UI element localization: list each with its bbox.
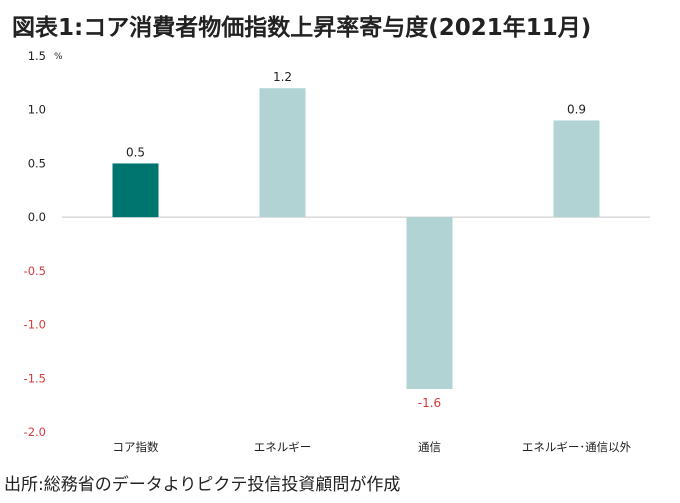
y-tick-label: 1.5 (28, 49, 46, 63)
data-label: 0.5 (126, 145, 145, 159)
data-label: -1.6 (418, 396, 441, 410)
x-category-label: エネルギー･通信以外 (522, 440, 632, 454)
bar-4 (553, 120, 600, 218)
y-tick-label: -0.5 (24, 264, 46, 278)
y-tick-label: 1.0 (28, 103, 46, 117)
bar-3 (406, 217, 453, 390)
y-tick-label: 0.0 (28, 210, 46, 224)
y-tick-label: -2.0 (24, 425, 46, 439)
data-label: 0.9 (567, 102, 586, 116)
y-tick-label: -1.5 (24, 371, 46, 385)
y-tick-label: -1.0 (24, 318, 46, 332)
y-unit-label: % (54, 52, 63, 62)
y-tick-label: 0.5 (28, 156, 46, 170)
chart-title: 図表1:コア消費者物価指数上昇率寄与度(2021年11月) (12, 15, 592, 41)
data-label: 1.2 (273, 70, 292, 84)
source-note: 出所:総務省のデータよりピクテ投信投資顧問が作成 (4, 475, 401, 495)
x-category-label: 通信 (418, 440, 441, 454)
bar-2 (259, 88, 306, 218)
bar-1 (112, 163, 159, 218)
x-category-label: エネルギー (254, 440, 312, 454)
x-category-label: コア指数 (113, 440, 159, 454)
